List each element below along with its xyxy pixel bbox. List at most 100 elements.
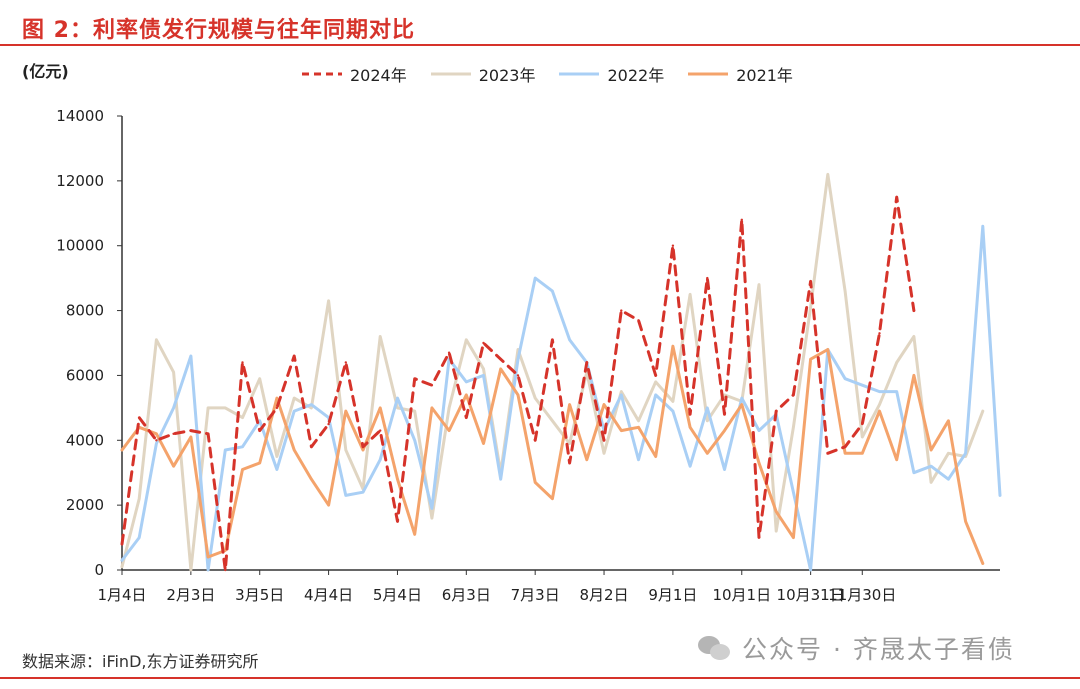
data-point <box>465 380 468 384</box>
data-point <box>878 390 881 393</box>
data-point <box>981 225 984 228</box>
data-point <box>809 280 812 283</box>
x-tick-label: 4月4日 <box>304 586 353 604</box>
data-point <box>602 403 606 406</box>
data-point <box>792 491 795 494</box>
data-point <box>465 393 468 397</box>
data-point <box>396 396 399 400</box>
data-point <box>224 568 227 572</box>
data-point <box>379 335 382 338</box>
chart-legend: 2024年 2023年 2022年 2021年 <box>300 62 793 86</box>
data-point <box>430 384 434 387</box>
data-point <box>155 338 158 341</box>
data-point <box>620 390 623 393</box>
x-tick-label: 7月3日 <box>511 586 560 604</box>
data-point <box>671 400 675 403</box>
data-point <box>809 358 812 361</box>
data-point <box>413 409 416 413</box>
data-point <box>620 429 623 432</box>
legend-swatch-2024 <box>302 72 342 76</box>
data-point <box>361 448 365 452</box>
data-point <box>568 461 571 465</box>
data-point <box>878 332 881 335</box>
legend-label-2023: 2023年 <box>478 66 536 85</box>
data-point <box>895 361 898 364</box>
data-point <box>912 471 916 474</box>
data-point <box>534 276 537 280</box>
data-point <box>482 374 485 377</box>
data-point <box>688 426 692 429</box>
data-point <box>843 289 847 293</box>
legend-swatch-2022 <box>559 72 600 76</box>
data-point <box>757 461 761 465</box>
data-point <box>499 367 502 371</box>
data-point <box>534 396 537 400</box>
data-point <box>413 533 416 536</box>
data-point <box>379 458 382 461</box>
data-point <box>206 568 210 572</box>
data-point <box>155 439 158 442</box>
data-point <box>826 173 829 176</box>
data-point <box>706 406 709 410</box>
data-point <box>241 361 244 364</box>
data-point <box>775 510 778 513</box>
data-point <box>413 377 416 380</box>
data-point <box>723 413 726 416</box>
data-point <box>258 377 261 380</box>
y-axis-unit: (亿元) <box>22 62 69 81</box>
x-tick-label: 11月30日 <box>828 586 896 604</box>
data-point <box>740 218 743 221</box>
data-point <box>843 377 847 380</box>
data-point <box>293 354 296 358</box>
data-point <box>775 409 778 413</box>
data-point <box>310 403 313 406</box>
legend-item-2024: 2024年 <box>300 62 407 86</box>
x-tick-label: 2月3日 <box>166 586 215 604</box>
data-point <box>861 384 864 387</box>
data-point <box>809 568 812 572</box>
data-point <box>706 419 709 422</box>
data-point <box>878 409 881 413</box>
data-point <box>912 374 916 377</box>
data-point <box>671 409 675 413</box>
data-point <box>792 393 795 397</box>
data-point <box>241 468 244 471</box>
data-point <box>241 416 244 419</box>
data-point <box>516 393 520 397</box>
data-point <box>224 406 227 410</box>
data-point <box>430 516 434 520</box>
data-point <box>998 494 1002 497</box>
data-point <box>293 409 296 413</box>
data-point <box>637 319 640 322</box>
data-point <box>654 393 657 397</box>
data-point <box>757 283 761 286</box>
data-point <box>155 432 158 435</box>
legend-label-2022: 2022年 <box>607 66 665 85</box>
x-tick-label: 9月1日 <box>648 586 697 604</box>
data-point <box>310 478 313 481</box>
data-point <box>396 520 399 523</box>
data-point <box>396 478 399 481</box>
data-point <box>895 390 898 393</box>
data-point <box>206 555 210 559</box>
data-point <box>740 403 743 406</box>
data-point <box>585 361 588 364</box>
y-tick-label: 12000 <box>56 172 104 190</box>
x-tick-label: 5月4日 <box>373 586 422 604</box>
data-point <box>241 445 244 448</box>
data-point <box>620 393 623 397</box>
data-point <box>895 195 898 199</box>
data-point <box>602 452 606 455</box>
legend-label-2024: 2024年 <box>350 66 407 85</box>
data-point <box>499 358 502 361</box>
data-point <box>172 371 175 374</box>
data-point <box>120 542 124 546</box>
data-point <box>361 445 365 448</box>
data-point <box>189 568 193 572</box>
data-point <box>637 426 640 429</box>
legend-item-2022: 2022年 <box>557 62 664 86</box>
data-point <box>379 406 382 410</box>
data-point <box>275 468 279 471</box>
data-point <box>293 396 296 400</box>
data-point <box>878 403 881 406</box>
